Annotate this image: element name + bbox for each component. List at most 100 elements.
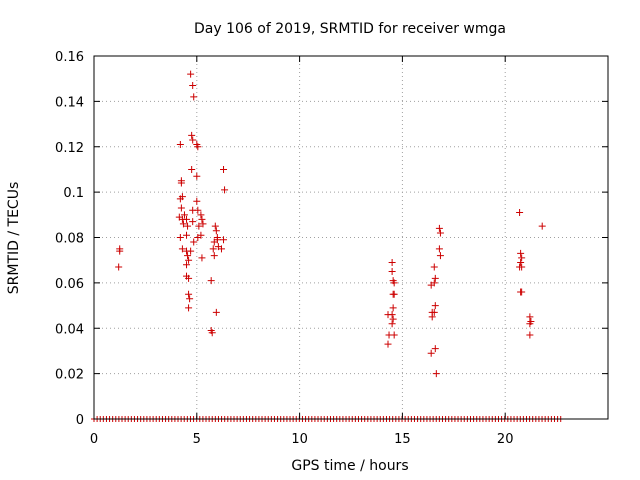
y-tick-label: 0 xyxy=(76,413,84,428)
data-point xyxy=(193,172,201,180)
data-point xyxy=(517,258,525,266)
y-tick-label: 0.04 xyxy=(55,322,84,337)
data-point xyxy=(210,252,218,260)
data-point xyxy=(198,215,206,223)
y-tick-label: 0.08 xyxy=(55,232,84,247)
data-point xyxy=(389,315,397,323)
data-point xyxy=(388,320,396,328)
data-point xyxy=(430,279,438,287)
data-point xyxy=(518,288,526,296)
data-point xyxy=(180,211,188,219)
data-point xyxy=(207,277,215,285)
data-point xyxy=(388,268,396,276)
x-axis-label: GPS time / hours xyxy=(291,458,408,474)
data-point xyxy=(199,220,207,228)
data-point xyxy=(183,231,191,239)
y-tick-label: 0.02 xyxy=(55,368,84,383)
data-point xyxy=(176,195,184,203)
data-point xyxy=(116,245,124,253)
y-axis-label: SRMTID / TECUs xyxy=(6,182,22,295)
data-point xyxy=(431,274,439,282)
data-point xyxy=(390,279,398,287)
data-point xyxy=(188,165,196,173)
data-point xyxy=(195,222,203,230)
data-point xyxy=(436,252,444,260)
y-tick-label: 0.06 xyxy=(55,277,84,292)
data-point xyxy=(176,140,184,148)
x-tick-label: 10 xyxy=(291,432,308,447)
data-point xyxy=(187,247,195,255)
data-point xyxy=(427,349,435,357)
data-point xyxy=(185,256,193,264)
data-point xyxy=(185,304,193,312)
data-point xyxy=(187,70,195,78)
data-points xyxy=(115,70,546,378)
axes xyxy=(93,55,609,420)
data-point xyxy=(431,302,439,310)
data-point xyxy=(517,249,525,257)
data-point xyxy=(436,229,444,237)
data-point xyxy=(189,218,197,226)
data-point xyxy=(390,290,398,298)
data-point xyxy=(184,252,192,260)
data-point xyxy=(177,179,185,187)
data-point xyxy=(194,206,202,214)
data-point xyxy=(538,222,546,230)
data-point xyxy=(526,331,534,339)
y-tick-label: 0.1 xyxy=(63,186,84,201)
data-point xyxy=(177,204,185,212)
x-tick-label: 20 xyxy=(497,432,514,447)
data-point xyxy=(389,304,397,312)
data-point xyxy=(197,231,205,239)
data-point xyxy=(185,290,193,298)
data-point xyxy=(189,81,197,89)
x-tick-label: 0 xyxy=(90,432,98,447)
data-point xyxy=(388,258,396,266)
data-point xyxy=(213,236,221,244)
data-point xyxy=(194,143,202,151)
data-point xyxy=(189,136,197,144)
data-point xyxy=(188,131,196,139)
data-point xyxy=(178,245,186,253)
data-point xyxy=(221,186,229,194)
data-point xyxy=(212,227,220,235)
data-point xyxy=(186,295,194,303)
data-point xyxy=(431,345,439,353)
data-point xyxy=(390,331,398,339)
data-point xyxy=(212,308,220,316)
x-tick-label: 5 xyxy=(193,432,201,447)
data-point xyxy=(516,209,524,217)
data-point xyxy=(183,261,191,269)
grid xyxy=(94,56,608,419)
data-point xyxy=(220,236,228,244)
tick-labels: 0 5 10 15 20 0 0.02 0.04 0.06 0.08 0.1 0.12 0.14 0.16 xyxy=(55,50,513,447)
data-point xyxy=(518,263,526,271)
data-point xyxy=(435,224,443,232)
data-point xyxy=(217,245,225,253)
y-tick-label: 0.12 xyxy=(55,141,84,156)
data-point xyxy=(190,93,198,101)
x-tick-label: 15 xyxy=(394,432,411,447)
data-point xyxy=(428,313,436,321)
data-point xyxy=(211,222,219,230)
data-point xyxy=(176,234,184,241)
data-point xyxy=(197,211,205,219)
chart-title: Day 106 of 2019, SRMTID for receiver wmg… xyxy=(194,21,506,37)
data-point xyxy=(526,320,534,328)
data-point xyxy=(193,197,201,205)
data-point xyxy=(430,263,438,271)
data-point xyxy=(384,340,392,348)
data-point xyxy=(430,308,438,316)
y-tick-label: 0.14 xyxy=(55,95,84,110)
data-point xyxy=(208,329,216,337)
data-point xyxy=(220,165,228,173)
data-point xyxy=(388,311,396,319)
data-point xyxy=(185,274,193,282)
data-point xyxy=(435,245,443,253)
data-point xyxy=(432,370,440,378)
data-point xyxy=(209,245,217,253)
data-point xyxy=(183,215,191,223)
data-point xyxy=(198,254,206,262)
